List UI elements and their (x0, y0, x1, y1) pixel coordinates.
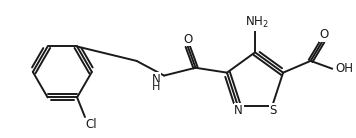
Text: Cl: Cl (85, 118, 97, 131)
Text: H: H (152, 82, 161, 92)
Text: S: S (270, 104, 277, 117)
Text: NH$_2$: NH$_2$ (245, 15, 269, 30)
Text: N: N (234, 104, 243, 117)
Text: O: O (320, 28, 329, 41)
Text: OH: OH (335, 62, 353, 75)
Text: N: N (152, 73, 161, 86)
Text: O: O (183, 33, 192, 46)
